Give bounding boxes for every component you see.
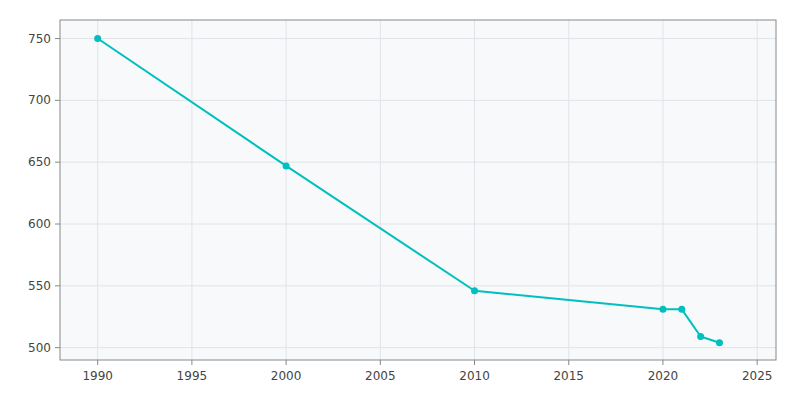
x-tick-label: 2000 [271, 369, 302, 383]
x-tick-label: 2020 [648, 369, 679, 383]
y-grid-line [60, 347, 776, 348]
chart-container: 1990 1995 2000 2005 2010 2015 2020 2025 500 550 60… [0, 0, 800, 400]
axes: 1990 1995 2000 2005 2010 2015 2020 2025 500 550 60… [28, 32, 772, 383]
x-grid-line [757, 20, 758, 360]
y-grid-line [60, 285, 776, 286]
marker [697, 333, 704, 340]
x-tick-label: 2025 [742, 369, 773, 383]
marker [471, 287, 478, 294]
y-tick-label: 600 [28, 217, 51, 231]
y-tick-label: 550 [28, 279, 51, 293]
x-tick-label: 2010 [459, 369, 490, 383]
x-grid-line [380, 20, 381, 360]
y-grid-line [60, 224, 776, 225]
x-tick [191, 360, 192, 365]
y-tick [55, 347, 60, 348]
grid [60, 20, 776, 360]
x-tick-label: 1990 [82, 369, 113, 383]
marker [716, 339, 723, 346]
y-tick-label: 750 [28, 32, 51, 46]
marker [94, 35, 101, 42]
x-tick [757, 360, 758, 365]
x-tick-label: 2005 [365, 369, 396, 383]
y-tick [55, 38, 60, 39]
y-tick [55, 162, 60, 163]
x-grid-line [191, 20, 192, 360]
marker [659, 306, 666, 313]
x-grid-line [97, 20, 98, 360]
line [98, 39, 720, 343]
y-grid-line [60, 100, 776, 101]
y-tick [55, 100, 60, 101]
x-tick [568, 360, 569, 365]
marker [678, 306, 685, 313]
y-tick-label: 700 [28, 93, 51, 107]
x-grid-line [286, 20, 287, 360]
y-tick-label: 650 [28, 155, 51, 169]
plot-background [60, 20, 776, 360]
plot-frame [60, 20, 776, 360]
x-tick-label: 1995 [177, 369, 208, 383]
y-grid-line [60, 38, 776, 39]
x-tick [97, 360, 98, 365]
x-grid-line [568, 20, 569, 360]
y-grid-line [60, 162, 776, 163]
chart-svg: 1990 1995 2000 2005 2010 2015 2020 2025 500 550 60… [0, 0, 800, 400]
series [94, 35, 723, 346]
y-tick-label: 500 [28, 341, 51, 355]
x-tick [474, 360, 475, 365]
y-tick [55, 224, 60, 225]
x-tick [286, 360, 287, 365]
x-tick [380, 360, 381, 365]
x-tick-label: 2015 [553, 369, 584, 383]
x-tick [662, 360, 663, 365]
y-tick [55, 285, 60, 286]
x-grid-line [474, 20, 475, 360]
marker [283, 162, 290, 169]
